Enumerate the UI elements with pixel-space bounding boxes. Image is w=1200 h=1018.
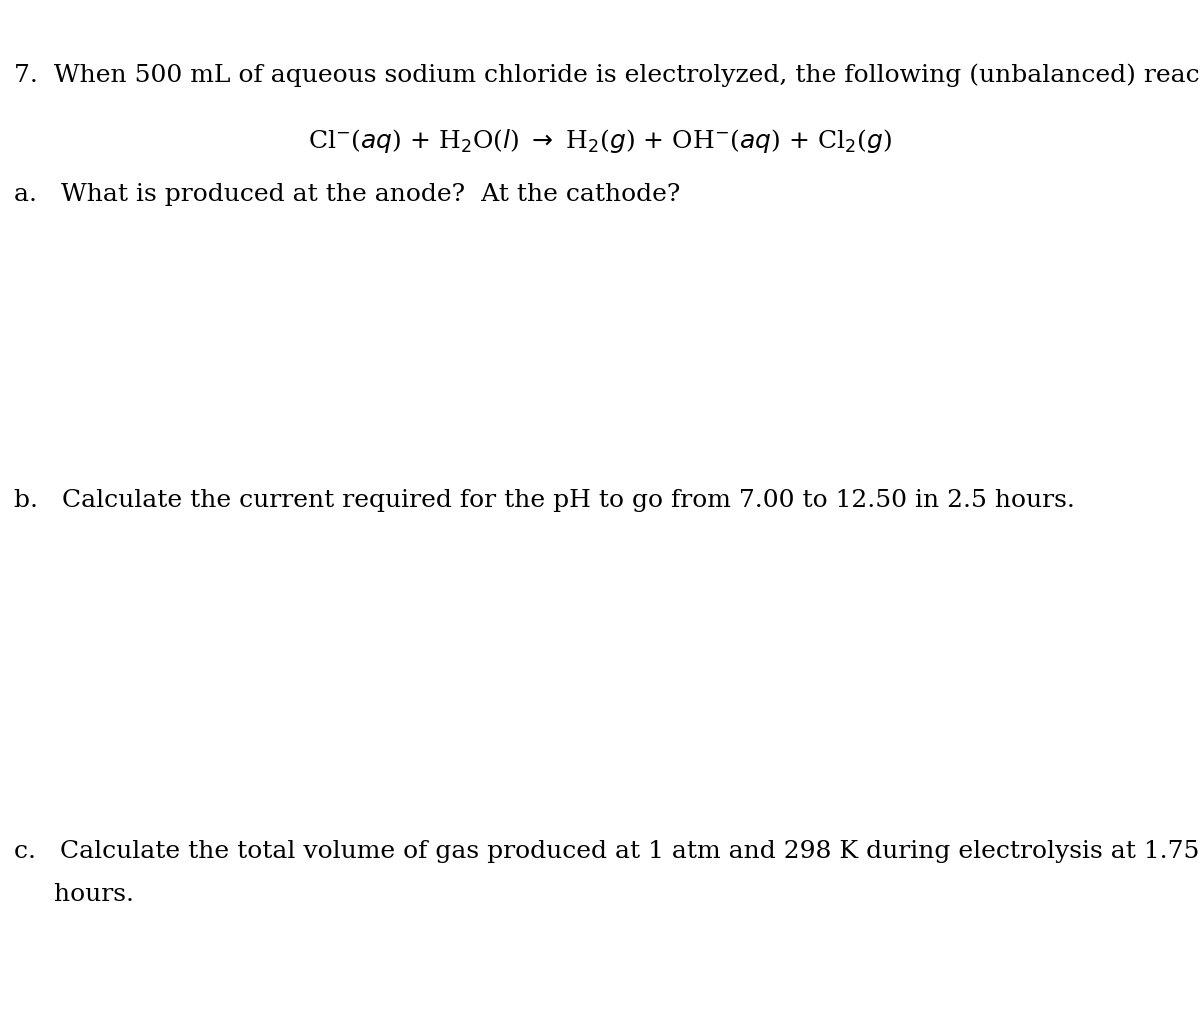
Text: a.   What is produced at the anode?  At the cathode?: a. What is produced at the anode? At the… [14,183,680,207]
Text: 7.  When 500 mL of aqueous sodium chloride is electrolyzed, the following (unbal: 7. When 500 mL of aqueous sodium chlorid… [14,63,1200,87]
Text: b.   Calculate the current required for the pH to go from 7.00 to 12.50 in 2.5 h: b. Calculate the current required for th… [14,489,1075,512]
Text: c.   Calculate the total volume of gas produced at 1 atm and 298 K during electr: c. Calculate the total volume of gas pro… [14,840,1200,863]
Text: Cl$^{-}$($aq$) + H$_{2}$O($l$) $\rightarrow$ H$_{2}$($g$) + OH$^{-}$($aq$) + Cl$: Cl$^{-}$($aq$) + H$_{2}$O($l$) $\rightar… [308,127,892,156]
Text: hours.: hours. [14,883,134,906]
